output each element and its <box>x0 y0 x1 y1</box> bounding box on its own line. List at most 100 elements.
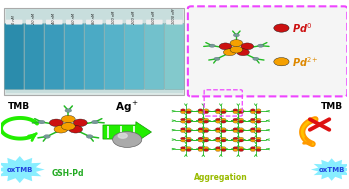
Circle shape <box>251 111 255 114</box>
Circle shape <box>198 147 203 149</box>
Circle shape <box>221 109 226 112</box>
Text: 1000 nM: 1000 nM <box>172 8 176 24</box>
Text: oxTMB: oxTMB <box>319 167 345 173</box>
Circle shape <box>239 120 244 123</box>
Circle shape <box>186 120 191 123</box>
Circle shape <box>198 118 203 121</box>
Circle shape <box>180 128 186 130</box>
Circle shape <box>214 57 220 60</box>
Text: 100 nM: 100 nM <box>112 11 116 24</box>
Circle shape <box>86 135 93 138</box>
Text: TMB: TMB <box>321 102 343 111</box>
Circle shape <box>239 111 244 114</box>
FancyBboxPatch shape <box>188 6 347 96</box>
FancyBboxPatch shape <box>166 20 183 25</box>
Circle shape <box>233 120 238 123</box>
Circle shape <box>203 109 209 112</box>
Circle shape <box>61 123 75 130</box>
Circle shape <box>221 111 226 114</box>
Circle shape <box>233 149 238 152</box>
Circle shape <box>233 130 238 132</box>
Text: 40 nM: 40 nM <box>52 13 56 24</box>
Circle shape <box>239 118 244 121</box>
Circle shape <box>233 139 238 142</box>
Circle shape <box>180 149 186 152</box>
Polygon shape <box>0 156 45 183</box>
FancyBboxPatch shape <box>24 23 44 90</box>
Circle shape <box>198 109 203 112</box>
Circle shape <box>221 130 226 132</box>
Circle shape <box>256 111 261 114</box>
Circle shape <box>203 128 209 130</box>
Text: TMB: TMB <box>8 102 30 111</box>
Circle shape <box>113 132 142 147</box>
Circle shape <box>256 109 261 112</box>
FancyBboxPatch shape <box>6 9 183 93</box>
FancyBboxPatch shape <box>126 20 143 25</box>
Text: 20 nM: 20 nM <box>32 13 36 24</box>
Circle shape <box>198 111 203 114</box>
Circle shape <box>219 43 232 50</box>
Circle shape <box>233 137 238 140</box>
Circle shape <box>274 58 289 66</box>
Circle shape <box>239 128 244 130</box>
Text: 200 nM: 200 nM <box>132 11 136 24</box>
FancyBboxPatch shape <box>44 23 64 90</box>
Circle shape <box>251 137 255 140</box>
Circle shape <box>61 115 75 123</box>
FancyBboxPatch shape <box>65 23 84 90</box>
Circle shape <box>233 33 239 37</box>
Circle shape <box>186 130 191 132</box>
Circle shape <box>256 137 261 140</box>
Circle shape <box>230 40 243 46</box>
Circle shape <box>44 135 50 138</box>
Circle shape <box>203 137 209 140</box>
Circle shape <box>251 109 255 112</box>
Circle shape <box>49 119 63 127</box>
Circle shape <box>233 128 238 130</box>
Circle shape <box>186 137 191 140</box>
Circle shape <box>233 109 238 112</box>
Circle shape <box>186 111 191 114</box>
Text: 500 nM: 500 nM <box>153 11 156 24</box>
Circle shape <box>198 128 203 130</box>
Circle shape <box>186 109 191 112</box>
Circle shape <box>239 130 244 132</box>
Circle shape <box>256 118 261 121</box>
FancyBboxPatch shape <box>86 20 103 25</box>
FancyBboxPatch shape <box>6 20 22 25</box>
FancyBboxPatch shape <box>66 20 82 25</box>
FancyBboxPatch shape <box>125 23 144 90</box>
Circle shape <box>274 24 289 32</box>
Circle shape <box>203 120 209 123</box>
Circle shape <box>215 111 221 114</box>
Circle shape <box>251 139 255 142</box>
Circle shape <box>209 44 215 47</box>
Circle shape <box>180 139 186 142</box>
Text: 0 nM: 0 nM <box>12 15 16 24</box>
Circle shape <box>233 111 238 114</box>
Circle shape <box>198 149 203 152</box>
Circle shape <box>221 128 226 130</box>
Circle shape <box>233 118 238 121</box>
FancyArrow shape <box>103 122 151 142</box>
Circle shape <box>251 147 255 149</box>
Circle shape <box>239 137 244 140</box>
Circle shape <box>251 128 255 130</box>
Circle shape <box>198 137 203 140</box>
Circle shape <box>180 137 186 140</box>
FancyBboxPatch shape <box>165 23 184 90</box>
Circle shape <box>239 109 244 112</box>
Circle shape <box>54 125 68 133</box>
Circle shape <box>221 118 226 121</box>
Circle shape <box>203 139 209 142</box>
Text: 80 nM: 80 nM <box>92 13 96 24</box>
Circle shape <box>186 149 191 152</box>
Circle shape <box>233 147 238 149</box>
Circle shape <box>118 133 127 138</box>
Circle shape <box>180 111 186 114</box>
Circle shape <box>215 109 221 112</box>
Circle shape <box>38 120 45 124</box>
Circle shape <box>186 128 191 130</box>
Circle shape <box>180 120 186 123</box>
